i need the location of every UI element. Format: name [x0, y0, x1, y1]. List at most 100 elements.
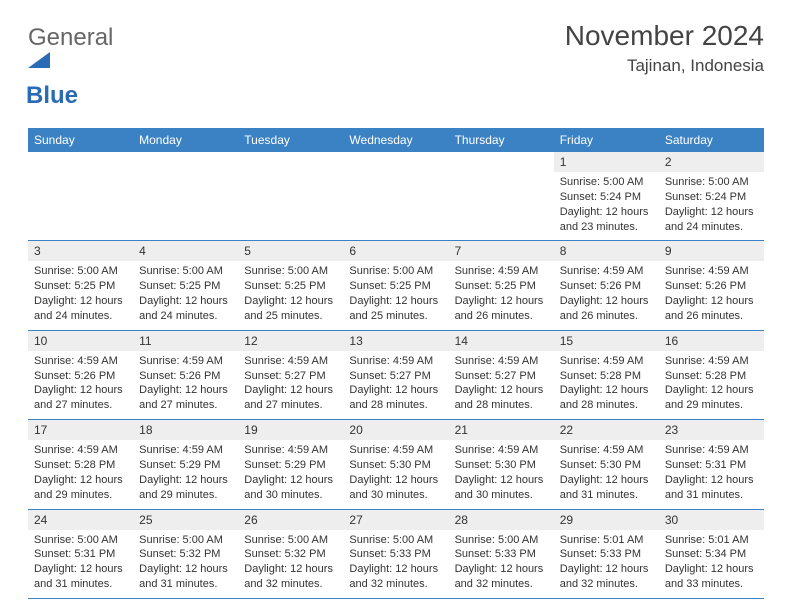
calendar-cell: 1Sunrise: 5:00 AMSunset: 5:24 PMDaylight…: [554, 152, 659, 241]
calendar-cell: 7Sunrise: 4:59 AMSunset: 5:25 PMDaylight…: [449, 241, 554, 330]
day-number: 4: [133, 241, 238, 261]
sunset-label: Sunset: 5:25 PM: [349, 279, 442, 294]
sunrise-label: Sunrise: 5:00 AM: [665, 175, 758, 190]
sunrise-label: Sunrise: 5:00 AM: [349, 264, 442, 279]
sunrise-label: Sunrise: 5:01 AM: [665, 533, 758, 548]
day-number: 25: [133, 510, 238, 530]
day-info: Sunrise: 4:59 AMSunset: 5:26 PMDaylight:…: [659, 261, 764, 329]
calendar-cell: 10Sunrise: 4:59 AMSunset: 5:26 PMDayligh…: [28, 330, 133, 419]
calendar-cell: [133, 152, 238, 241]
daylight-label: Daylight: 12 hours and 28 minutes.: [349, 383, 442, 413]
sunrise-label: Sunrise: 4:59 AM: [665, 354, 758, 369]
calendar-cell: 8Sunrise: 4:59 AMSunset: 5:26 PMDaylight…: [554, 241, 659, 330]
day-info: Sunrise: 4:59 AMSunset: 5:29 PMDaylight:…: [133, 440, 238, 508]
calendar-cell: 4Sunrise: 5:00 AMSunset: 5:25 PMDaylight…: [133, 241, 238, 330]
daylight-label: Daylight: 12 hours and 29 minutes.: [34, 473, 127, 503]
sunrise-label: Sunrise: 4:59 AM: [349, 443, 442, 458]
day-info: Sunrise: 4:59 AMSunset: 5:30 PMDaylight:…: [554, 440, 659, 508]
day-number: 20: [343, 420, 448, 440]
calendar-row: 17Sunrise: 4:59 AMSunset: 5:28 PMDayligh…: [28, 420, 764, 509]
calendar-cell: 9Sunrise: 4:59 AMSunset: 5:26 PMDaylight…: [659, 241, 764, 330]
day-number: 2: [659, 152, 764, 172]
sunset-label: Sunset: 5:28 PM: [560, 369, 653, 384]
day-info: Sunrise: 4:59 AMSunset: 5:31 PMDaylight:…: [659, 440, 764, 508]
sunrise-label: Sunrise: 5:00 AM: [34, 264, 127, 279]
sunset-label: Sunset: 5:26 PM: [560, 279, 653, 294]
sunrise-label: Sunrise: 4:59 AM: [244, 354, 337, 369]
sunrise-label: Sunrise: 4:59 AM: [560, 443, 653, 458]
calendar-cell: 25Sunrise: 5:00 AMSunset: 5:32 PMDayligh…: [133, 509, 238, 598]
calendar-cell: 28Sunrise: 5:00 AMSunset: 5:33 PMDayligh…: [449, 509, 554, 598]
day-number: 29: [554, 510, 659, 530]
daylight-label: Daylight: 12 hours and 29 minutes.: [139, 473, 232, 503]
day-number: 3: [28, 241, 133, 261]
logo: General Blue: [28, 24, 113, 110]
sunset-label: Sunset: 5:24 PM: [560, 190, 653, 205]
calendar-row: 3Sunrise: 5:00 AMSunset: 5:25 PMDaylight…: [28, 241, 764, 330]
daylight-label: Daylight: 12 hours and 23 minutes.: [560, 205, 653, 235]
daylight-label: Daylight: 12 hours and 32 minutes.: [244, 562, 337, 592]
title-block: November 2024 Tajinan, Indonesia: [565, 20, 764, 76]
day-number: 5: [238, 241, 343, 261]
daylight-label: Daylight: 12 hours and 32 minutes.: [455, 562, 548, 592]
day-info: Sunrise: 5:00 AMSunset: 5:33 PMDaylight:…: [343, 530, 448, 598]
day-info: Sunrise: 5:01 AMSunset: 5:34 PMDaylight:…: [659, 530, 764, 598]
calendar-cell: 6Sunrise: 5:00 AMSunset: 5:25 PMDaylight…: [343, 241, 448, 330]
calendar-cell: [449, 152, 554, 241]
weekday-header: Thursday: [449, 128, 554, 152]
calendar-cell: 16Sunrise: 4:59 AMSunset: 5:28 PMDayligh…: [659, 330, 764, 419]
day-number: 15: [554, 331, 659, 351]
sunrise-label: Sunrise: 4:59 AM: [34, 354, 127, 369]
day-info: [343, 158, 448, 216]
daylight-label: Daylight: 12 hours and 30 minutes.: [244, 473, 337, 503]
day-info: Sunrise: 5:00 AMSunset: 5:25 PMDaylight:…: [133, 261, 238, 329]
sunset-label: Sunset: 5:26 PM: [139, 369, 232, 384]
day-number: 17: [28, 420, 133, 440]
calendar-cell: [343, 152, 448, 241]
calendar-cell: 29Sunrise: 5:01 AMSunset: 5:33 PMDayligh…: [554, 509, 659, 598]
sunset-label: Sunset: 5:31 PM: [34, 547, 127, 562]
page-title: November 2024: [565, 20, 764, 52]
day-number: 28: [449, 510, 554, 530]
day-info: Sunrise: 4:59 AMSunset: 5:26 PMDaylight:…: [28, 351, 133, 419]
day-number: 23: [659, 420, 764, 440]
day-info: Sunrise: 4:59 AMSunset: 5:25 PMDaylight:…: [449, 261, 554, 329]
sunrise-label: Sunrise: 5:00 AM: [560, 175, 653, 190]
calendar-table: SundayMondayTuesdayWednesdayThursdayFrid…: [28, 128, 764, 599]
sunrise-label: Sunrise: 4:59 AM: [349, 354, 442, 369]
calendar-row: 1Sunrise: 5:00 AMSunset: 5:24 PMDaylight…: [28, 152, 764, 241]
day-info: Sunrise: 4:59 AMSunset: 5:28 PMDaylight:…: [659, 351, 764, 419]
calendar-row: 10Sunrise: 4:59 AMSunset: 5:26 PMDayligh…: [28, 330, 764, 419]
day-info: Sunrise: 4:59 AMSunset: 5:30 PMDaylight:…: [449, 440, 554, 508]
day-info: Sunrise: 5:00 AMSunset: 5:33 PMDaylight:…: [449, 530, 554, 598]
calendar-cell: 24Sunrise: 5:00 AMSunset: 5:31 PMDayligh…: [28, 509, 133, 598]
day-info: Sunrise: 4:59 AMSunset: 5:26 PMDaylight:…: [554, 261, 659, 329]
day-info: Sunrise: 4:59 AMSunset: 5:30 PMDaylight:…: [343, 440, 448, 508]
sunset-label: Sunset: 5:27 PM: [349, 369, 442, 384]
calendar-cell: 5Sunrise: 5:00 AMSunset: 5:25 PMDaylight…: [238, 241, 343, 330]
day-info: Sunrise: 5:00 AMSunset: 5:25 PMDaylight:…: [238, 261, 343, 329]
day-info: Sunrise: 5:00 AMSunset: 5:25 PMDaylight:…: [28, 261, 133, 329]
sunset-label: Sunset: 5:27 PM: [244, 369, 337, 384]
weekday-header: Wednesday: [343, 128, 448, 152]
sunset-label: Sunset: 5:33 PM: [560, 547, 653, 562]
daylight-label: Daylight: 12 hours and 30 minutes.: [349, 473, 442, 503]
daylight-label: Daylight: 12 hours and 24 minutes.: [665, 205, 758, 235]
sunrise-label: Sunrise: 4:59 AM: [34, 443, 127, 458]
day-info: [28, 158, 133, 216]
daylight-label: Daylight: 12 hours and 25 minutes.: [244, 294, 337, 324]
day-info: Sunrise: 4:59 AMSunset: 5:27 PMDaylight:…: [449, 351, 554, 419]
calendar-cell: 13Sunrise: 4:59 AMSunset: 5:27 PMDayligh…: [343, 330, 448, 419]
sunrise-label: Sunrise: 4:59 AM: [139, 354, 232, 369]
sunrise-label: Sunrise: 4:59 AM: [244, 443, 337, 458]
sunset-label: Sunset: 5:27 PM: [455, 369, 548, 384]
calendar-cell: 14Sunrise: 4:59 AMSunset: 5:27 PMDayligh…: [449, 330, 554, 419]
sunrise-label: Sunrise: 5:00 AM: [455, 533, 548, 548]
sunset-label: Sunset: 5:31 PM: [665, 458, 758, 473]
sunset-label: Sunset: 5:28 PM: [665, 369, 758, 384]
calendar-cell: 23Sunrise: 4:59 AMSunset: 5:31 PMDayligh…: [659, 420, 764, 509]
sunset-label: Sunset: 5:26 PM: [34, 369, 127, 384]
daylight-label: Daylight: 12 hours and 28 minutes.: [455, 383, 548, 413]
calendar-row: 24Sunrise: 5:00 AMSunset: 5:31 PMDayligh…: [28, 509, 764, 598]
calendar-body: 1Sunrise: 5:00 AMSunset: 5:24 PMDaylight…: [28, 152, 764, 598]
